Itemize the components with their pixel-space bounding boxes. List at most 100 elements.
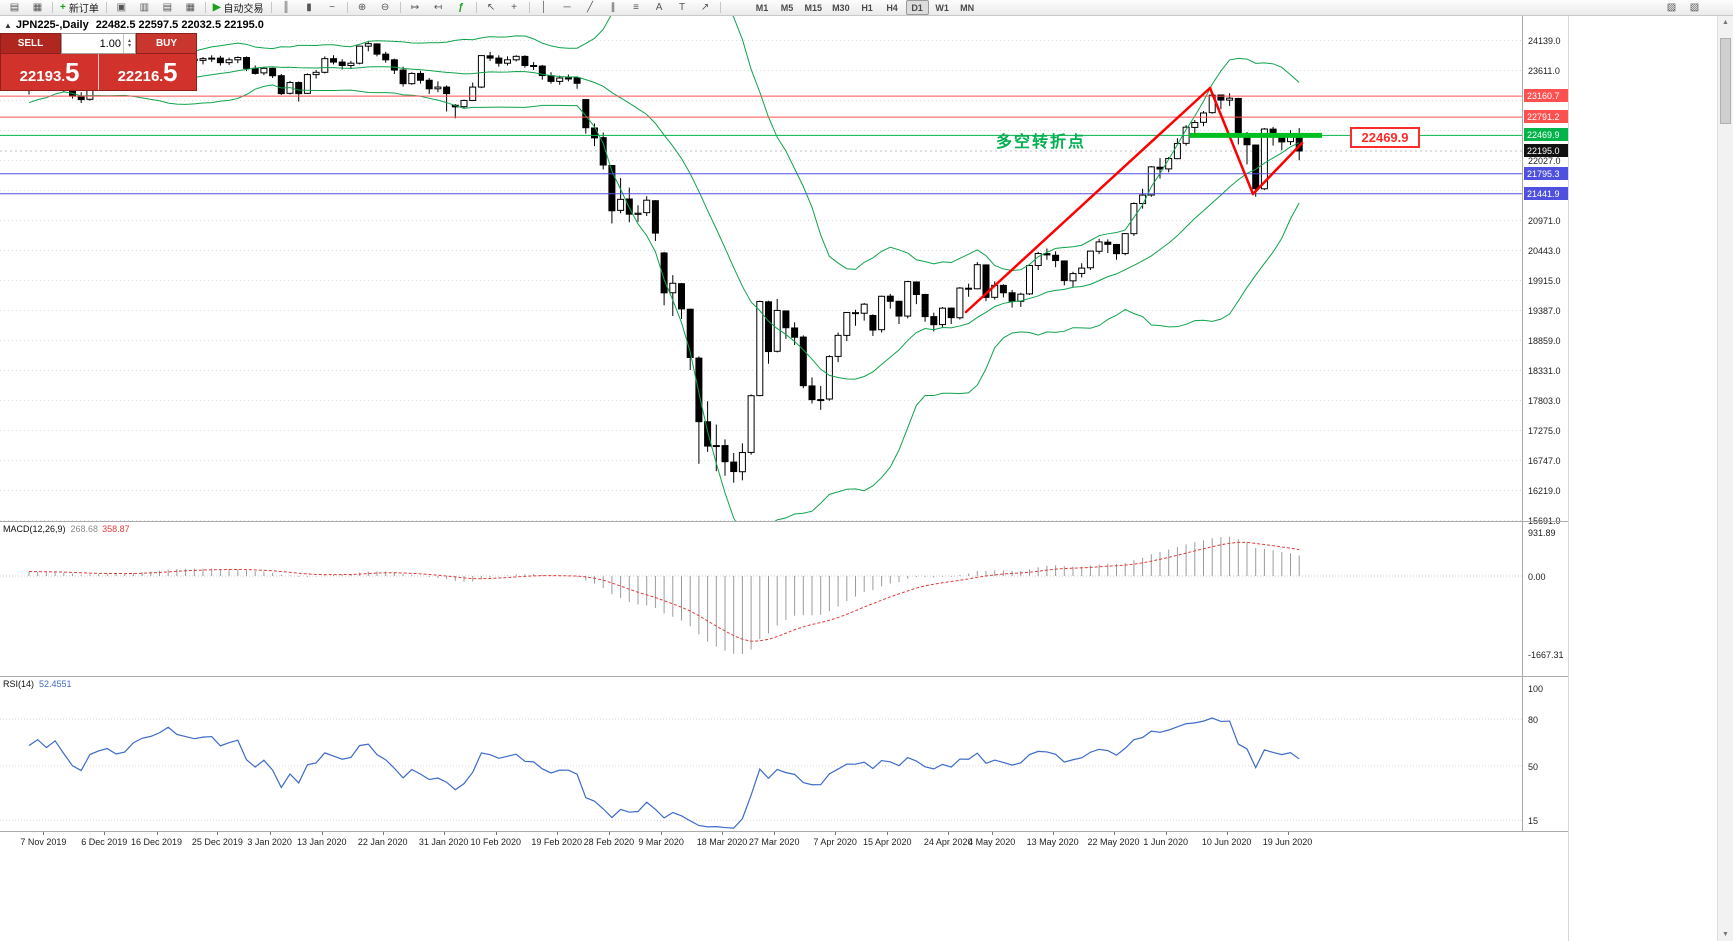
price-axis-label: 22027.0 <box>1528 155 1561 166</box>
price-axis-label: 24139.0 <box>1528 35 1561 46</box>
price-tag-resistance-line-2: 22791.2 <box>1524 110 1568 124</box>
time-tick <box>1165 832 1167 835</box>
price-axis-label: 19915.0 <box>1528 275 1561 286</box>
time-tick <box>722 832 723 835</box>
time-tick <box>661 832 663 835</box>
vertical-line-icon[interactable]: │ <box>540 2 548 13</box>
timeframe-h1[interactable]: H1 <box>861 2 873 13</box>
time-axis-label: 15 Apr 2020 <box>863 837 912 847</box>
toolbar-separator <box>719 2 721 13</box>
time-tick <box>774 832 776 835</box>
time-tick <box>269 832 271 835</box>
price-tag-pivot-line: 22469.9 <box>1524 128 1568 142</box>
auto-scroll-icon[interactable]: ↦ <box>410 2 420 13</box>
ohlc-values: 22482.5 22597.5 22032.5 22195.0 <box>95 19 264 31</box>
line-chart-icon[interactable]: ~ <box>329 2 335 13</box>
toolbar-separator <box>270 2 272 13</box>
navigator-icon[interactable]: ▦ <box>32 2 43 13</box>
horizontal-line-icon[interactable]: ─ <box>563 2 571 13</box>
price-axis[interactable]: 24139.0 23611.0 22027.0 20971.0 20443.0 19915… <box>1522 16 1568 849</box>
volume-field[interactable]: 1.00 ▴ ▾ <box>61 33 136 54</box>
autotrading-button[interactable]: ▶ 自动交易 <box>212 2 264 15</box>
timeframe-d1[interactable]: D1 <box>905 0 929 15</box>
rsi-panel[interactable] <box>0 676 1522 831</box>
time-tick <box>43 832 45 835</box>
toolbar-separator <box>105 2 107 13</box>
scroll-up-icon[interactable]: ▲ <box>1722 19 1729 26</box>
timeframe-m15[interactable]: M15 <box>804 2 823 13</box>
spinner-up-icon[interactable]: ▴ <box>127 37 131 44</box>
scrollbar-thumb[interactable] <box>1720 38 1731 124</box>
time-tick <box>217 832 219 835</box>
time-axis-label: 7 Nov 2019 <box>20 837 67 847</box>
arrange-windows-icon[interactable]: ▦ <box>185 2 196 13</box>
chart-shift-icon[interactable]: ↤ <box>433 2 443 13</box>
edit-icon[interactable]: ▧ <box>1689 2 1700 13</box>
cascade-windows-icon[interactable]: ▤ <box>162 2 173 13</box>
zoom-in-icon[interactable]: ⊕ <box>357 2 367 13</box>
collapse-panel-icon[interactable]: ▲ <box>4 21 12 30</box>
timeframe-h4[interactable]: H4 <box>886 2 898 13</box>
time-axis-label: 31 Jan 2020 <box>418 837 469 847</box>
timeframe-w1[interactable]: W1 <box>935 2 949 13</box>
rsi-value: 52.4551 <box>39 679 72 689</box>
cursor-icon[interactable]: ↖ <box>486 2 496 13</box>
label-icon[interactable]: T <box>678 2 686 13</box>
text-icon[interactable]: A <box>655 2 663 13</box>
rsi-axis-label: 15 <box>1528 816 1539 827</box>
sell-price[interactable]: 22193. 5 <box>1 54 99 90</box>
chart-symbol-info: ▲ JPN225-,Daily 22482.5 22597.5 22032.5 22… <box>4 19 264 31</box>
panel-separator[interactable] <box>0 676 1568 677</box>
panel-separator[interactable] <box>0 831 1568 832</box>
macd-axis-label: 0.00 <box>1528 572 1546 582</box>
bollinger-lower <box>28 84 1300 521</box>
trend-line <box>1251 141 1304 196</box>
time-tick <box>382 832 384 835</box>
buy-button[interactable]: BUY <box>136 33 197 54</box>
time-axis-label: 16 Dec 2019 <box>130 837 183 847</box>
spinner-down-icon[interactable]: ▾ <box>127 42 131 49</box>
timeframe-m5[interactable]: M5 <box>780 2 794 13</box>
price-axis-label: 19387.0 <box>1528 305 1561 316</box>
crosshair-icon[interactable]: + <box>511 2 517 13</box>
time-axis-label: 13 Jan 2020 <box>297 837 347 847</box>
price-axis-label: 23611.0 <box>1528 65 1560 76</box>
timeframe-m30[interactable]: M30 <box>832 2 850 13</box>
macd-panel[interactable] <box>0 521 1522 676</box>
time-tick <box>991 832 993 835</box>
tile-windows-icon[interactable]: ▥ <box>139 2 150 13</box>
timeframe-m1[interactable]: M1 <box>755 2 769 13</box>
fibonacci-icon[interactable]: ≡ <box>633 2 639 13</box>
sell-button[interactable]: SELL <box>0 33 61 54</box>
scrollbar[interactable]: ▲ ▼ <box>1717 16 1733 941</box>
time-axis-label: 10 Jun 2020 <box>1201 837 1252 847</box>
time-axis[interactable]: 7 Nov 2019 6 Dec 2019 16 Dec 2019 25 Dec 20… <box>0 832 1568 850</box>
price-axis-label: 16219.0 <box>1528 485 1561 496</box>
price-axis-label: 18859.0 <box>1528 335 1561 346</box>
bar-chart-icon[interactable]: ║ <box>282 2 290 13</box>
channel-icon[interactable]: ∥ <box>610 2 616 13</box>
layout-icon[interactable]: ▨ <box>1666 2 1677 13</box>
price-axis-label: 17275.0 <box>1528 425 1561 436</box>
new-chart-icon[interactable]: ▣ <box>116 2 127 13</box>
timeframe-mn[interactable]: MN <box>960 2 975 13</box>
scroll-down-icon[interactable]: ▼ <box>1722 931 1729 938</box>
volume-spinner[interactable]: ▴ ▾ <box>123 34 135 53</box>
rsi-axis-label: 100 <box>1528 684 1544 694</box>
time-tick <box>887 832 889 835</box>
current-price-tag: 22195.0 <box>1524 144 1568 157</box>
trendline-icon[interactable]: ╱ <box>587 2 594 13</box>
price-chart[interactable] <box>0 16 1522 521</box>
price-tag-resistance-line-1: 23160.7 <box>1524 89 1568 103</box>
zoom-out-icon[interactable]: ⊖ <box>380 2 390 13</box>
indicators-icon[interactable]: ƒ <box>458 2 464 13</box>
market-watch-icon[interactable]: ▤ <box>9 2 20 13</box>
candlestick-chart-icon[interactable]: ▮ <box>306 2 312 13</box>
time-tick <box>443 832 445 835</box>
buy-price[interactable]: 22216. 5 <box>99 54 196 90</box>
new-order-button[interactable]: + 新订单 <box>60 2 99 15</box>
panel-separator[interactable] <box>0 521 1568 522</box>
arrow-icon[interactable]: ↗ <box>700 2 710 13</box>
